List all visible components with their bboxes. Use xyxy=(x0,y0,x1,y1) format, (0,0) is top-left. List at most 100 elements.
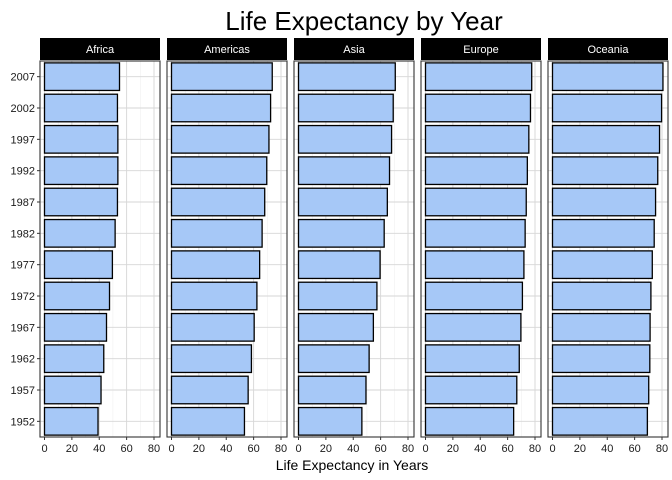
y-tick-label: 1972 xyxy=(11,291,35,303)
y-tick-label: 1952 xyxy=(11,416,35,428)
x-tick-label: 80 xyxy=(148,443,160,455)
x-tick-label: 0 xyxy=(549,443,555,455)
bar-europe-1997 xyxy=(424,124,530,154)
bar-africa-1972 xyxy=(43,281,111,311)
bar-americas-2007 xyxy=(170,62,273,92)
y-tick-label: 1977 xyxy=(11,260,35,272)
y-tick-label: 2007 xyxy=(11,72,35,84)
bar-africa-1967 xyxy=(43,312,108,342)
bar-africa-1957 xyxy=(43,375,102,405)
facet-strip xyxy=(421,38,541,60)
x-tick-label: 20 xyxy=(320,443,332,455)
facet-panels: Africa 0 20 40 60 80 Americas 0 20 40 60 80 Asia 0 20 4… xyxy=(39,38,669,455)
facet-strip-label: Africa xyxy=(86,44,115,56)
x-tick-label: 40 xyxy=(474,443,486,455)
y-tick-label: 1962 xyxy=(11,354,35,366)
bar-europe-1957 xyxy=(424,375,518,405)
bar-europe-1982 xyxy=(424,218,526,248)
x-tick-label: 40 xyxy=(93,443,105,455)
facet-strip xyxy=(40,38,160,60)
x-tick-label: 0 xyxy=(168,443,174,455)
facet-strip-label: Europe xyxy=(463,44,498,56)
panel-background xyxy=(421,61,541,437)
bar-asia-1977 xyxy=(297,250,381,280)
x-tick-label: 40 xyxy=(220,443,232,455)
bar-europe-1967 xyxy=(424,312,522,342)
facet-panel-europe: Europe 0 20 40 60 80 xyxy=(420,38,542,455)
x-tick-label: 80 xyxy=(529,443,541,455)
bar-oceania-2002 xyxy=(551,93,663,123)
y-tick-label: 1987 xyxy=(11,197,35,209)
y-tick-label: 1982 xyxy=(11,228,35,240)
bar-asia-1967 xyxy=(297,312,375,342)
bar-europe-2002 xyxy=(424,93,532,123)
bar-africa-1992 xyxy=(43,156,119,186)
bar-americas-1967 xyxy=(170,312,255,342)
facet-strip-label: Americas xyxy=(204,44,250,56)
bar-africa-2002 xyxy=(43,93,119,123)
bar-asia-1972 xyxy=(297,281,378,311)
panel-background xyxy=(548,61,668,437)
bar-americas-1987 xyxy=(170,187,266,217)
x-tick-label: 60 xyxy=(121,443,133,455)
x-tick-label: 20 xyxy=(66,443,78,455)
panel-border xyxy=(166,60,288,438)
panel-border xyxy=(547,60,669,438)
bar-americas-1977 xyxy=(170,250,261,280)
bar-europe-1962 xyxy=(424,344,520,374)
bar-americas-2002 xyxy=(170,93,272,123)
bar-oceania-1967 xyxy=(551,312,651,342)
x-tick-label: 20 xyxy=(574,443,586,455)
facet-strip xyxy=(548,38,668,60)
facet-panel-asia: Asia 0 20 40 60 80 xyxy=(293,38,415,455)
y-tick-label: 1957 xyxy=(11,385,35,397)
x-tick-label: 80 xyxy=(402,443,414,455)
x-tick-label: 0 xyxy=(295,443,301,455)
chart-title: Life Expectancy by Year xyxy=(225,6,503,36)
bar-americas-1982 xyxy=(170,218,263,248)
x-tick-label: 40 xyxy=(347,443,359,455)
bar-asia-1952 xyxy=(297,406,363,436)
bar-asia-1987 xyxy=(297,187,388,217)
bar-oceania-2007 xyxy=(551,62,664,92)
bar-asia-1982 xyxy=(297,218,385,248)
bar-asia-1992 xyxy=(297,156,391,186)
bar-oceania-1957 xyxy=(551,375,650,405)
bar-europe-1972 xyxy=(424,281,524,311)
x-tick-label: 60 xyxy=(248,443,260,455)
panel-background xyxy=(167,61,287,437)
bar-oceania-1977 xyxy=(551,250,653,280)
facet-panel-americas: Americas 0 20 40 60 80 xyxy=(166,38,288,455)
x-tick-label: 80 xyxy=(656,443,668,455)
x-tick-label: 60 xyxy=(502,443,514,455)
facet-panel-oceania: Oceania 0 20 40 60 80 xyxy=(547,38,669,455)
bar-africa-1997 xyxy=(43,124,119,154)
x-tick-label: 20 xyxy=(447,443,459,455)
bar-europe-1977 xyxy=(424,250,525,280)
panel-background xyxy=(40,61,160,437)
bar-africa-1977 xyxy=(43,250,114,280)
bar-oceania-1982 xyxy=(551,218,655,248)
y-tick-label: 1967 xyxy=(11,322,35,334)
bar-asia-2007 xyxy=(297,62,396,92)
bar-asia-1957 xyxy=(297,375,367,405)
y-tick-label: 1992 xyxy=(11,166,35,178)
bar-oceania-1952 xyxy=(551,406,649,436)
facet-strip xyxy=(294,38,414,60)
x-tick-label: 40 xyxy=(601,443,613,455)
bar-oceania-1972 xyxy=(551,281,652,311)
facet-panel-africa: Africa 0 20 40 60 80 xyxy=(39,38,161,455)
facet-strip-label: Oceania xyxy=(588,44,630,56)
x-tick-label: 60 xyxy=(629,443,641,455)
x-tick-label: 0 xyxy=(41,443,47,455)
bar-asia-1962 xyxy=(297,344,370,374)
bar-europe-1952 xyxy=(424,406,515,436)
panel-background xyxy=(294,61,414,437)
y-tick-label: 1997 xyxy=(11,134,35,146)
bar-africa-1982 xyxy=(43,218,116,248)
bar-americas-1997 xyxy=(170,124,270,154)
bar-americas-1992 xyxy=(170,156,268,186)
bar-oceania-1992 xyxy=(551,156,659,186)
panel-border xyxy=(39,60,161,438)
